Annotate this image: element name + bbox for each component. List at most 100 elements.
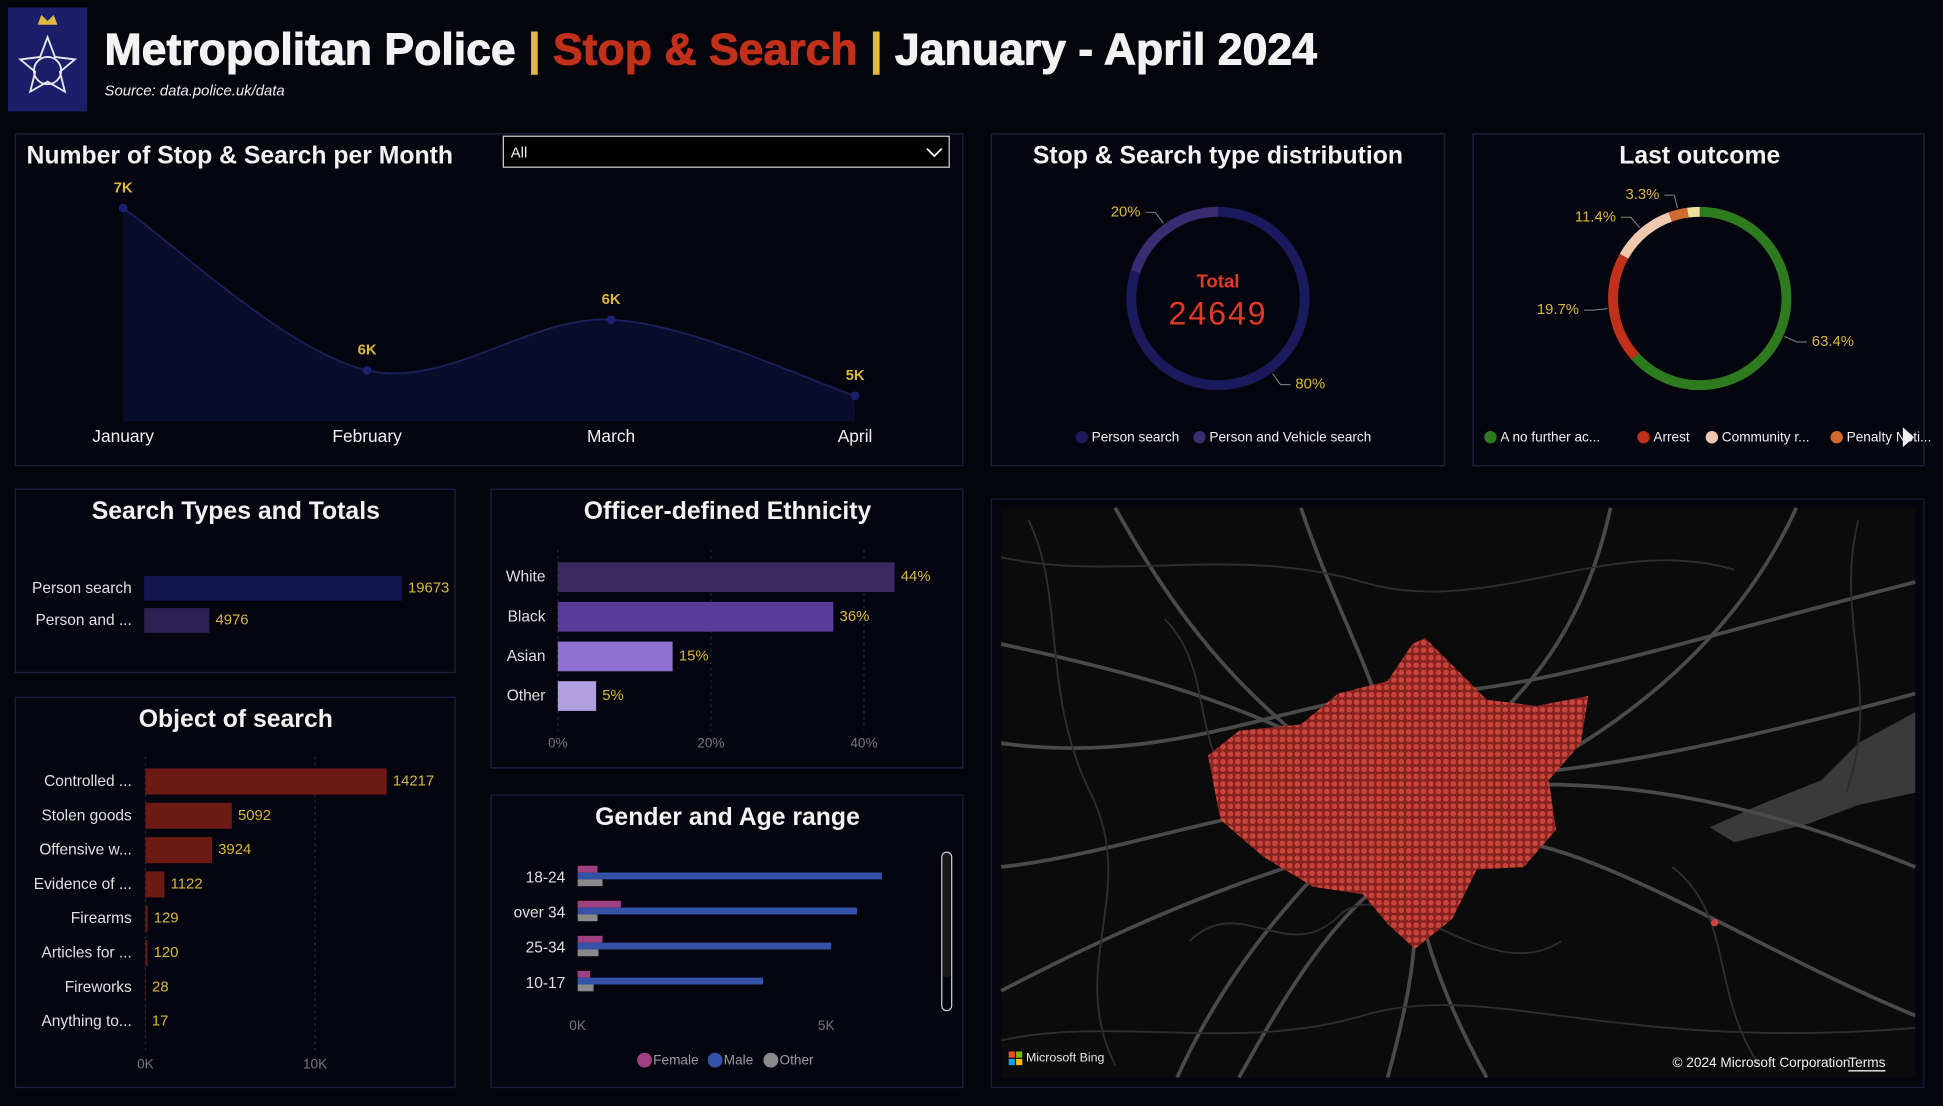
panel: [990, 133, 1446, 467]
minor-roads: [1001, 519, 1916, 1066]
donut-slice: [1668, 207, 1689, 222]
line: [122, 207, 856, 397]
x-tick-label: February: [332, 426, 402, 446]
legend-marker: [1075, 431, 1088, 444]
legend-label: Penalty Noti...: [1847, 430, 1932, 445]
x-tick-label: 5K: [818, 1018, 835, 1033]
map-terms[interactable]: Terms: [1848, 1055, 1885, 1070]
x-tick-label: 10K: [303, 1056, 327, 1071]
category-label: Person search: [32, 580, 132, 597]
leader-line: [1664, 194, 1678, 209]
leader-line: [1272, 373, 1291, 386]
bar: [577, 977, 764, 985]
filter-dropdown[interactable]: All: [502, 135, 950, 168]
legend-label: Arrest: [1653, 430, 1690, 445]
bar: [577, 879, 603, 887]
bar: [577, 935, 603, 943]
legend-label: Male: [724, 1053, 754, 1068]
donut-slice: [1126, 206, 1310, 391]
category-label: 10-17: [526, 975, 566, 992]
bar: [557, 562, 895, 593]
value-label: 6K: [358, 343, 377, 359]
source: Source: data.police.uk/data: [105, 84, 285, 100]
value-label: 5%: [602, 688, 623, 704]
bar: [145, 802, 232, 829]
x-tick-label: March: [587, 426, 635, 446]
x-tick-label: January: [92, 426, 154, 446]
legend-marker: [1193, 431, 1206, 444]
value-label: 4976: [216, 612, 249, 628]
legend-marker: [1830, 431, 1843, 444]
river: [1709, 712, 1916, 843]
value-label: 11.4%: [1575, 209, 1616, 225]
bar: [557, 641, 673, 672]
bar: [577, 949, 599, 957]
title-part: Metropolitan Police: [105, 25, 516, 74]
category-label: Black: [508, 608, 546, 625]
legend-marker: [763, 1052, 779, 1068]
bar: [145, 871, 165, 898]
bar: [145, 940, 148, 967]
value-label: 63.4%: [1812, 334, 1854, 350]
chart-title: Gender and Age range: [595, 804, 860, 831]
filter-value[interactable]: All: [511, 146, 528, 162]
chart-title: Officer-defined Ethnicity: [584, 498, 872, 525]
chart-title: Number of Stop & Search per Month: [27, 143, 454, 170]
value-label: 129: [154, 911, 179, 927]
point: [118, 203, 128, 213]
value-label: 80%: [1295, 377, 1325, 393]
dashboard-title: Metropolitan Police | Stop & Search | Ja…: [105, 25, 1318, 75]
point: [606, 315, 616, 324]
category-label: Offensive w...: [39, 842, 132, 859]
category-label: Anything to...: [41, 1013, 131, 1030]
x-tick-label: 0K: [569, 1018, 586, 1033]
legend-next[interactable]: [1902, 427, 1915, 448]
donut-slice: [1687, 206, 1700, 218]
value-label: 20%: [1111, 204, 1141, 220]
legend-label: Female: [653, 1053, 698, 1068]
value-label: 120: [154, 945, 179, 961]
donut-slice: [1608, 253, 1639, 360]
center-value: 24649: [1169, 295, 1268, 331]
x-tick-label: April: [838, 426, 873, 446]
title-separator: |: [528, 25, 540, 75]
category-label: 18-24: [526, 870, 566, 887]
legend-marker: [637, 1052, 652, 1068]
chart-title: Search Types and Totals: [92, 498, 380, 525]
category-label: Stolen goods: [41, 807, 132, 824]
bar: [577, 942, 832, 950]
value-label: 3.3%: [1625, 187, 1659, 203]
map-provider: Microsoft Bing: [1026, 1051, 1105, 1065]
bar: [557, 681, 597, 711]
value-label: 6K: [602, 292, 621, 308]
leader-line: [1620, 216, 1641, 228]
scrollbar[interactable]: [941, 851, 953, 1012]
bar: [577, 907, 858, 915]
scroll-thumb[interactable]: [943, 853, 951, 978]
bar: [577, 914, 598, 922]
value-label: 17: [152, 1014, 169, 1030]
leader-line: [1145, 211, 1164, 224]
value-label: 44%: [901, 569, 931, 585]
category-label: Articles for ...: [42, 945, 132, 962]
charts: Number of Stop & Search per Month 7K Janua…: [14, 133, 1932, 1089]
bar: [145, 837, 212, 864]
title-part: Stop & Search: [553, 25, 858, 74]
category-label: Person and ...: [35, 612, 131, 629]
legend-marker: [1705, 431, 1719, 444]
panel: [490, 794, 964, 1089]
chart-title: Last outcome: [1619, 143, 1780, 170]
category-label: White: [506, 569, 546, 586]
value-label: 15%: [679, 648, 709, 664]
point: [850, 391, 860, 401]
category-label: Asian: [507, 648, 546, 665]
leader-line: [1784, 335, 1807, 343]
value-label: 36%: [840, 609, 870, 625]
logo: [7, 7, 88, 112]
bar: [577, 872, 882, 880]
category-label: over 34: [514, 905, 566, 922]
legend-label: Person search: [1092, 430, 1180, 445]
category-label: Fireworks: [65, 979, 132, 996]
value-label: 7K: [114, 180, 133, 196]
